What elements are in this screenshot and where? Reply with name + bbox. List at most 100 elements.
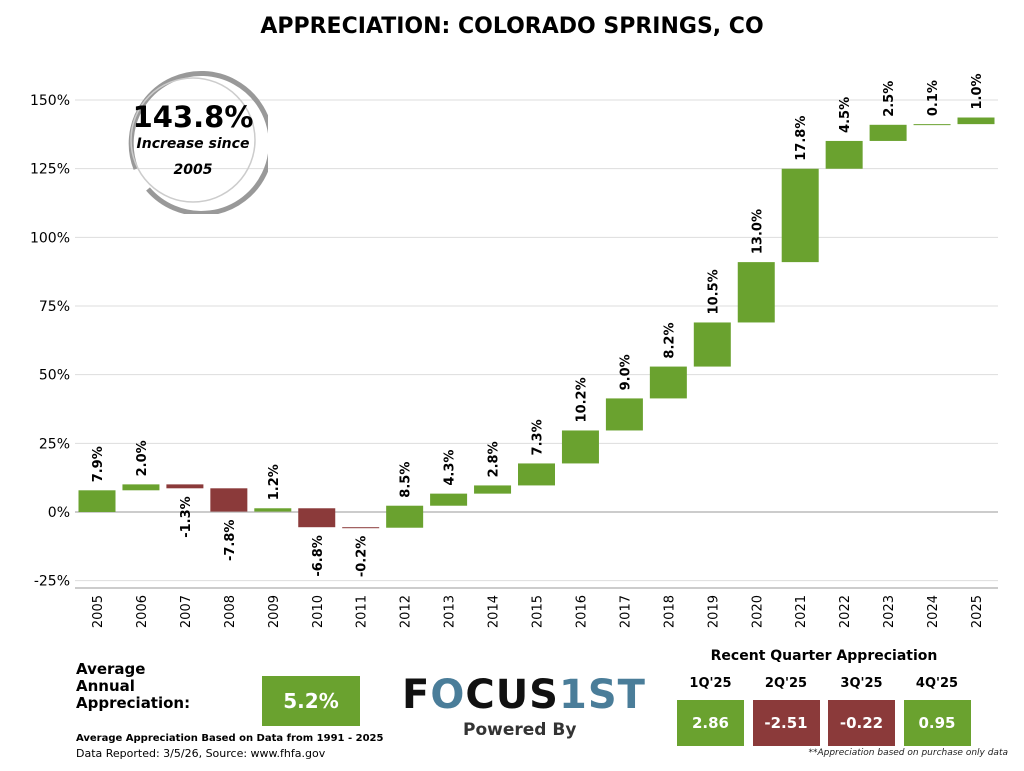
data-label: -7.8% [223,520,238,561]
summary-caption-line1: Increase since [136,136,250,152]
average-label-line: Average [76,660,146,678]
x-tick-label: 2010 [311,595,326,628]
x-tick-label: 2023 [882,595,897,628]
summary-badge: 143.8% Increase since 2005 [118,64,268,214]
data-label: -1.3% [179,496,194,537]
average-value-box: 5.2% [262,676,360,726]
y-tick-label: 125% [30,162,70,178]
x-tick-label: 2015 [531,595,546,628]
bar-2012 [386,505,424,528]
data-label: 2.5% [882,81,897,117]
data-label: 9.0% [618,354,633,390]
bar-2025 [957,117,995,125]
x-tick-label: 2025 [970,595,985,628]
logo-text: 1ST [559,672,646,718]
average-label-line: Annual [76,677,135,695]
x-tick-label: 2019 [706,595,721,628]
quarter-value-box: 0.95 [903,700,971,746]
data-label: 8.2% [662,323,677,359]
bar-2022 [825,140,863,169]
total-increase-value: 143.8% [132,100,254,134]
x-tick-label: 2006 [135,595,150,628]
chart-title: APPRECIATION: COLORADO SPRINGS, CO [260,14,764,39]
y-tick-label: 75% [39,299,70,315]
footnote: **Appreciation based on purchase only da… [808,748,1008,758]
x-tick-label: 2008 [223,595,238,628]
data-label: 10.2% [574,377,589,422]
y-tick-label: 25% [39,436,70,452]
summary-caption-line2: 2005 [173,162,213,178]
bar-2019 [693,322,731,367]
x-tick-label: 2020 [750,595,765,628]
x-tick-label: 2016 [574,595,589,628]
x-tick-label: 2009 [267,595,282,628]
average-note: Average Appreciation Based on Data from … [76,733,384,744]
powered-by: Powered By [463,720,577,740]
bar-2021 [781,168,819,263]
x-tick-label: 2022 [838,595,853,628]
x-tick-label: 2005 [91,595,106,628]
bar-2023 [869,124,907,141]
quarter-label: 4Q'25 [915,676,959,691]
data-source: Data Reported: 3/5/26, Source: www.fhfa.… [76,747,326,760]
x-tick-label: 2012 [399,595,414,628]
data-label: 0.1% [926,80,941,116]
data-label: 2.0% [135,440,150,476]
bar-2024 [913,124,951,126]
quarter-label: 1Q'25 [689,676,732,691]
logo-house-o: O [430,672,466,718]
bar-2017 [605,398,643,431]
data-label: 17.8% [794,116,809,161]
data-label: -0.2% [355,536,370,577]
quarter-value-box: -2.51 [752,700,820,746]
data-label: 1.0% [970,73,985,109]
data-label: 4.3% [443,450,458,486]
data-label: 7.3% [531,419,546,455]
bar-2007 [166,484,204,489]
quarter-label: 2Q'25 [764,676,808,691]
y-tick-label: 100% [30,230,70,246]
x-tick-label: 2013 [443,595,458,628]
data-label: 4.5% [838,97,853,133]
bar-2011 [342,527,380,529]
bar-2018 [649,366,687,399]
quarter-value-box: -0.22 [828,700,895,746]
y-tick-label: 50% [39,368,70,384]
data-label: 13.0% [750,209,765,254]
recent-quarter-title: Recent Quarter Appreciation [710,648,938,664]
bar-2014 [474,485,512,494]
y-tick-label: 150% [30,93,70,109]
x-tick-label: 2014 [487,595,502,628]
x-tick-label: 2021 [794,595,809,628]
average-label-line: Appreciation: [76,694,191,712]
data-label: 8.5% [399,462,414,498]
logo-text: CUS [465,672,559,718]
bar-2020 [737,262,775,323]
x-tick-label: 2011 [355,595,370,628]
waterfall-chart: -25% 0% 25% 50% 75% 100% 125% 150% 7.9% 2005 2.0% 2… [30,73,998,628]
data-label: 7.9% [91,446,106,482]
average-label: Average Annual Appreciation: [76,661,190,712]
bar-2015 [518,463,555,486]
x-tick-label: 2017 [618,595,633,628]
summary-ring [128,71,268,214]
x-tick-label: 2007 [179,595,194,628]
bar-2009 [254,508,292,512]
x-tick-label: 2018 [662,595,677,628]
bar-2016 [561,430,599,464]
data-label: 10.5% [706,269,721,314]
bar-2013 [430,493,468,506]
y-tick-label: -25% [34,574,70,590]
bar-2008 [210,488,248,512]
focus1st-logo: FOCUS1ST [402,672,646,718]
data-label: 1.2% [267,464,282,500]
y-tick-label: 0% [48,505,70,521]
x-tick-label: 2024 [926,595,941,628]
bar-2006 [122,484,160,491]
logo-text: F [402,672,431,718]
data-label: -6.8% [311,535,326,576]
bar-2010 [298,508,336,528]
data-label: 2.8% [487,441,502,477]
quarter-label: 3Q'25 [840,676,883,691]
quarter-value-box: 2.86 [677,700,744,746]
